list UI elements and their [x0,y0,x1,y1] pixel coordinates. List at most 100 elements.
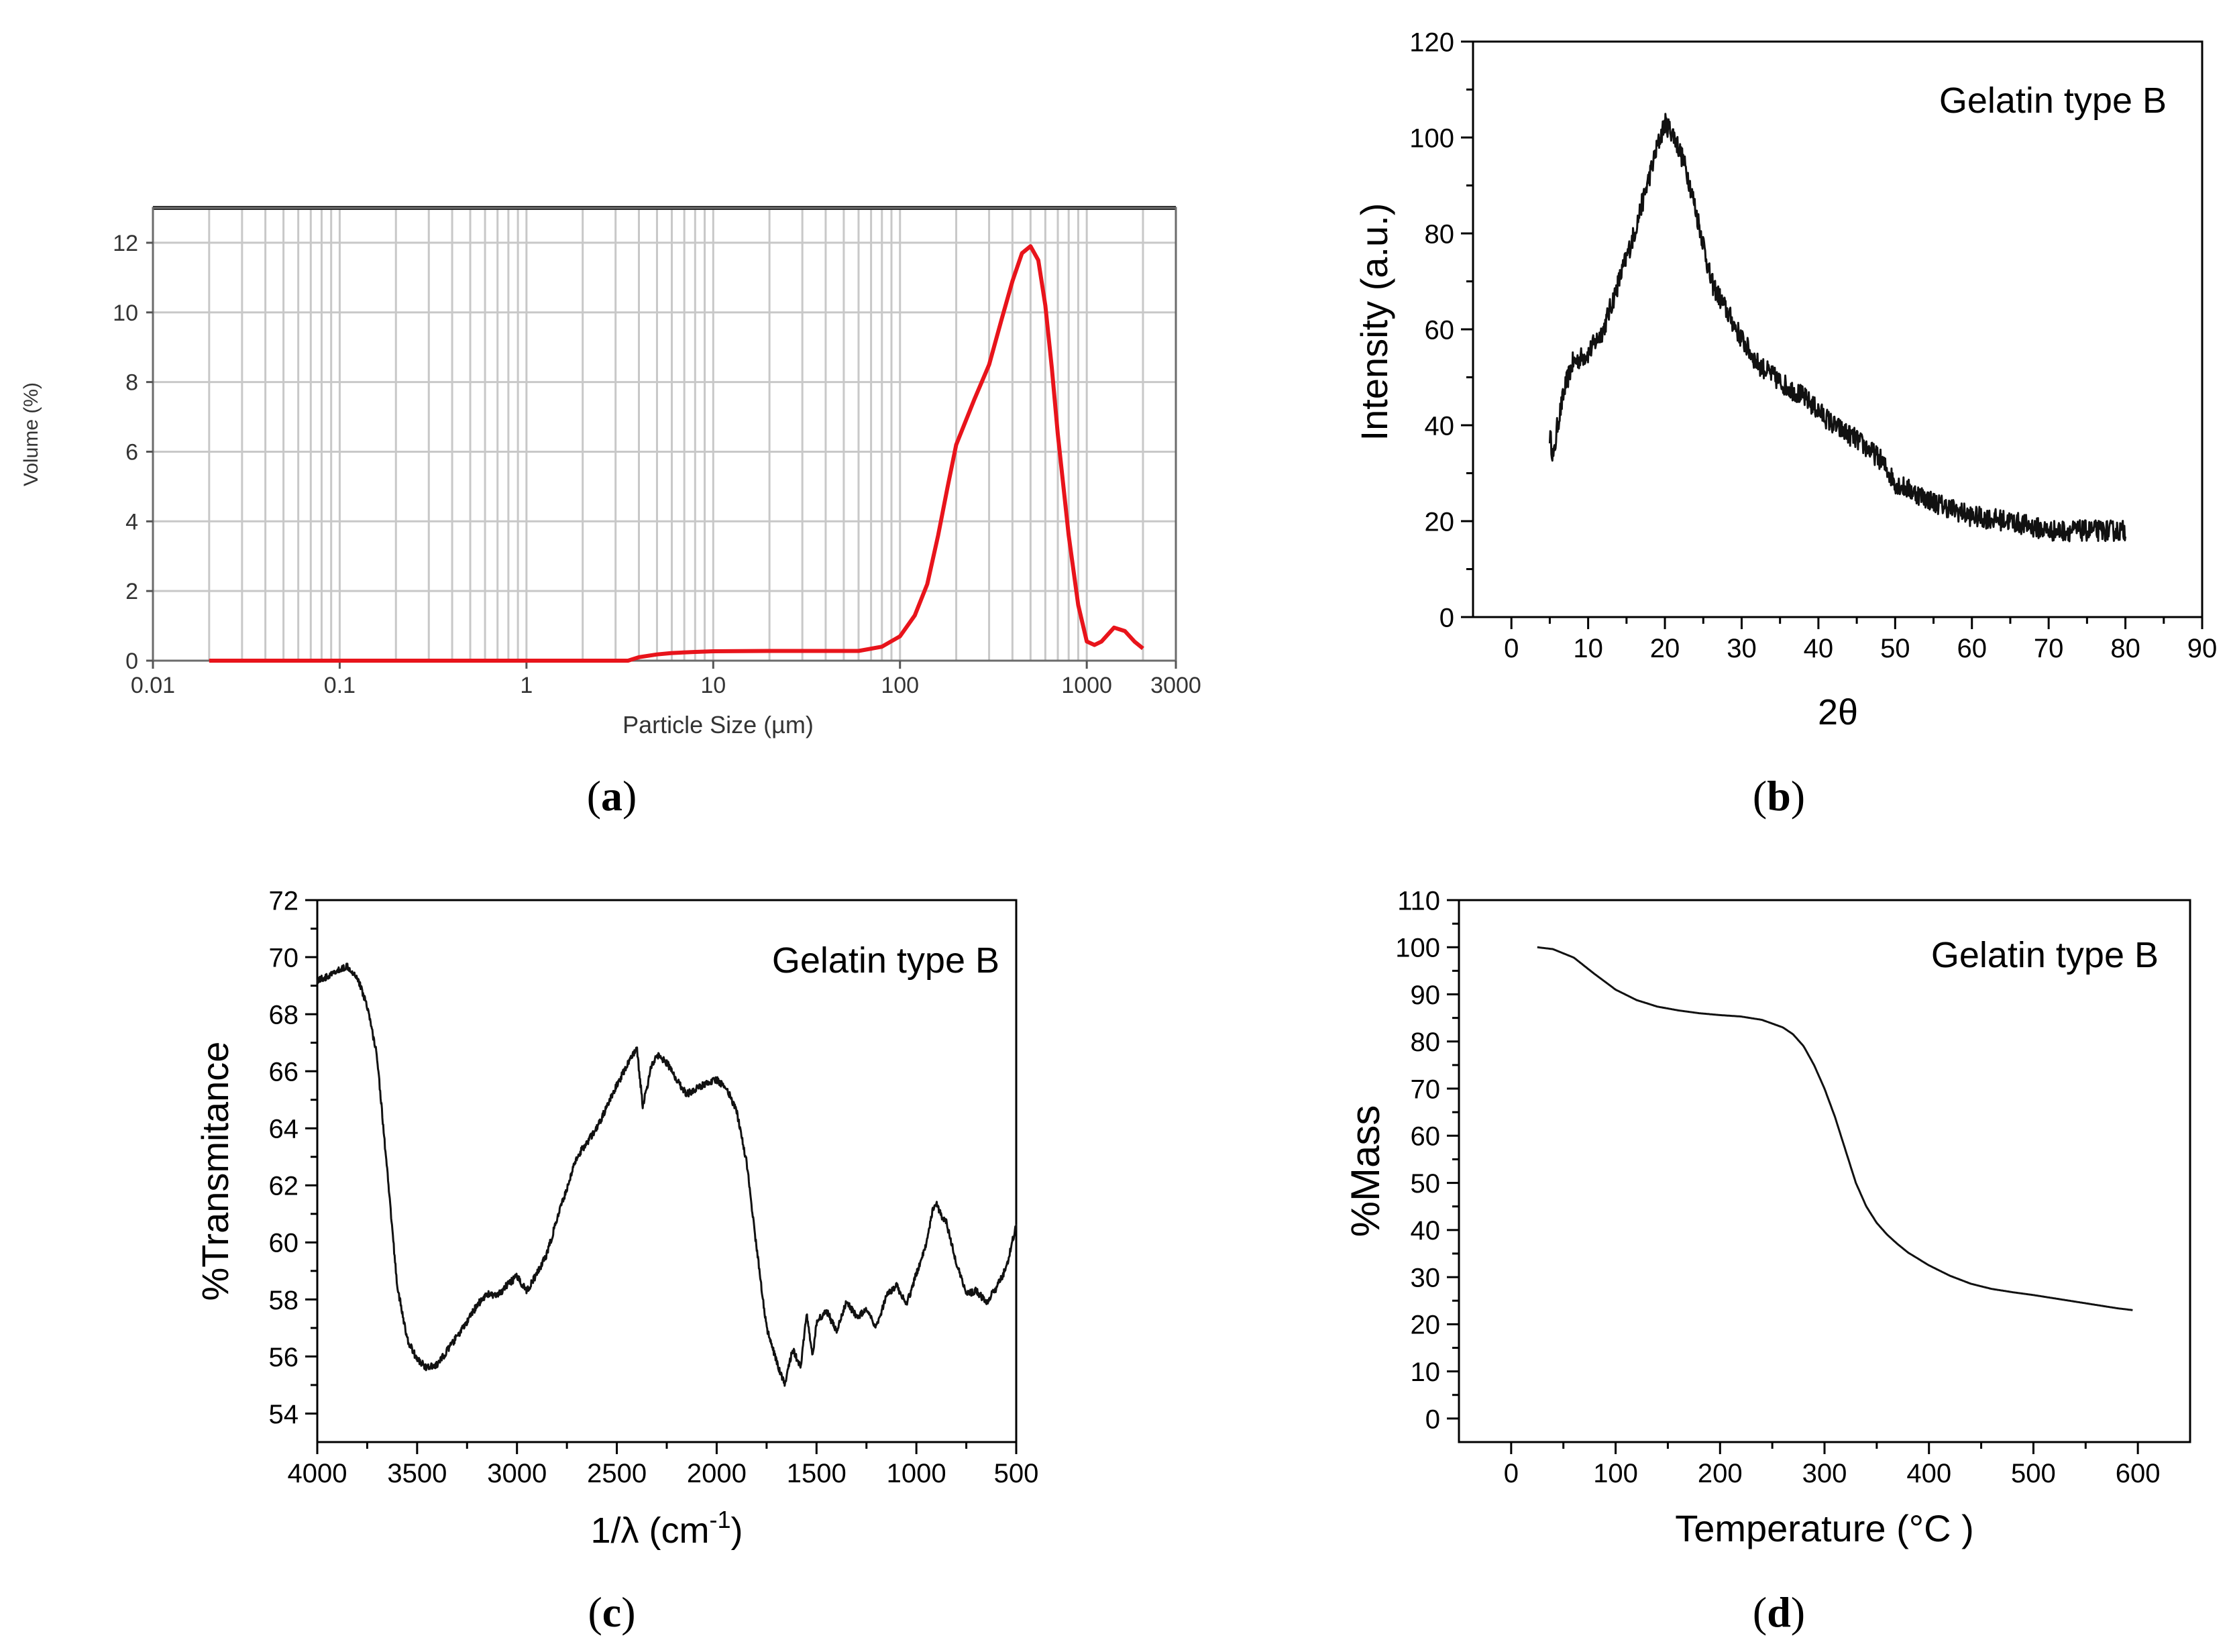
panel-d-ytick-label: 110 [1397,886,1440,916]
panel-b-ytick-label: 40 [1425,411,1455,441]
panel-b-xtick-label: 70 [2034,634,2064,663]
panel-a-xtick-label: 3000 [1150,673,1201,698]
panel-a-xtick-label: 1 [520,673,533,698]
panel-c-annotation: Gelatin type B [772,940,999,981]
panel-d-annotation: Gelatin type B [1931,935,2159,975]
panel-c-ytick-label: 54 [269,1400,299,1429]
panel-c-series [316,962,1018,1387]
panel-d-series-line [1537,946,2133,1311]
panel-b-caption-letter: b [1767,772,1791,820]
panel-d-ytick-label: 90 [1411,981,1441,1010]
panel-d-xtick-label: 200 [1698,1459,1743,1488]
panel-c-ytick-label: 66 [269,1058,299,1087]
panel-a-xtick-label: 100 [881,673,919,698]
panel-a-xtick-label: 1000 [1061,673,1112,698]
panel-c-ytick-label: 58 [269,1286,299,1315]
panel-a-caption: (a) [587,772,637,820]
panel-b-y-axis-label: Intensity (a.u.) [1353,203,1395,441]
panel-c-xtick-label: 4000 [288,1459,347,1488]
panel-b-caption: (b) [1753,772,1805,820]
panel-a-series-line [209,244,1144,663]
panel-c-chart: 54 56 58 60 62 64 66 68 70 72 4000 3500 3000 2500 2000… [194,886,1038,1551]
panel-c-ytick-label: 64 [269,1115,299,1144]
panel-c-ytick-label: 68 [269,1001,299,1030]
panel-c-xtick-label: 3500 [387,1459,447,1488]
panel-d-xtick-label: 300 [1802,1459,1847,1488]
panel-d-ytick-label: 10 [1411,1358,1441,1387]
panel-c-series-line [316,962,1018,1387]
panel-b-xtick-label: 90 [2187,634,2218,663]
panel-d-ytick-label: 70 [1411,1075,1441,1104]
panel-a-ytick-label: 10 [113,300,138,326]
panel-a-ytick-label: 6 [125,439,138,465]
panel-c-xtick-label: 500 [994,1459,1039,1488]
panel-c-ticks: 54 56 58 60 62 64 66 68 70 72 4000 3500 3000 2500 2000… [269,886,1039,1488]
panel-b-xtick-label: 30 [1727,634,1757,663]
panel-b-xtick-label: 50 [1880,634,1910,663]
panel-a-chart: 0 2 4 6 8 10 12 0.01 0.1 1 10 100 1000 3000 Particle … [20,206,1201,738]
panel-b-ticks: 0 20 40 60 80 100 120 0 10 20 30 40 50 60 70 80 90 [1409,27,2217,663]
panel-c-ytick-label: 56 [269,1343,299,1372]
panel-c-x-axis-label-sup: -1 [710,1506,731,1533]
panel-c-x-axis-label-main: 1/λ (cm [590,1510,709,1551]
panel-a-series [209,244,1144,663]
panel-b-ytick-label: 80 [1425,219,1455,249]
panel-a-ytick-label: 4 [125,509,138,535]
panel-d-ytick-label: 20 [1411,1311,1441,1340]
panel-b-xtick-label: 80 [2110,634,2140,663]
panel-a-ticks: 0 2 4 6 8 10 12 0.01 0.1 1 10 100 1000 3000 [113,231,1201,698]
panel-d-ticks: 0 10 20 30 40 50 60 70 80 90 100 110 0 100 200 300 400 50… [1395,886,2160,1488]
panel-b-ytick-label: 100 [1409,123,1454,153]
panel-d-xtick-label: 600 [2116,1459,2161,1488]
panel-b-xtick-label: 10 [1573,634,1603,663]
panel-a-ytick-label: 12 [113,231,138,256]
panel-b-xtick-label: 20 [1650,634,1680,663]
panel-a-caption-letter: a [601,772,622,820]
panel-c-caption: (c) [588,1588,635,1636]
panel-b-chart: 0 20 40 60 80 100 120 0 10 20 30 40 50 60 70 80 90 Gelat… [1353,27,2217,732]
panel-b-x-axis-label: 2θ [1818,692,1858,732]
panel-d-y-axis-label: %Mass [1343,1105,1388,1237]
panel-b-xtick-label: 40 [1804,634,1834,663]
panel-d-caption: (d) [1753,1588,1805,1636]
panel-b-ytick-label: 60 [1425,315,1455,345]
panel-b-series [1548,113,2127,543]
panel-d-ytick-label: 60 [1411,1122,1441,1152]
panel-c-ytick-label: 72 [269,886,299,916]
panel-c-xtick-label: 1000 [887,1459,946,1488]
panel-b-ytick-label: 20 [1425,507,1455,537]
panel-a-xtick-label: 10 [700,673,726,698]
panel-a-ytick-label: 8 [125,370,138,396]
panel-c-xtick-label: 2000 [687,1459,747,1488]
panel-d-ytick-label: 40 [1411,1216,1441,1246]
panel-d-ytick-label: 50 [1411,1169,1441,1199]
panel-d-xtick-label: 100 [1593,1459,1638,1488]
panel-c-x-axis-label-tail: ) [731,1510,743,1551]
panel-a-xtick-label: 0.01 [131,673,175,698]
panel-d-caption-letter: d [1767,1588,1791,1636]
panel-a-y-axis-label: Volume (%) [20,382,42,486]
panel-d-series [1537,946,2133,1311]
panel-b-series-line [1548,113,2127,543]
panel-c-ytick-label: 62 [269,1172,299,1201]
panel-c-ytick-label: 60 [269,1229,299,1258]
panel-d-xtick-label: 400 [1906,1459,1951,1488]
panel-c-caption-letter: c [602,1588,621,1636]
panel-c-xtick-label: 2500 [587,1459,647,1488]
panel-d-xtick-label: 500 [2011,1459,2056,1488]
panel-b-ytick-label: 120 [1409,27,1454,57]
panel-c-y-axis-label: %Transmitance [194,1042,236,1301]
panel-d-xtick-label: 0 [1504,1459,1519,1488]
panel-b-xtick-label: 60 [1957,634,1987,663]
panel-c-ytick-label: 70 [269,943,299,973]
panel-a-x-axis-label: Particle Size (µm) [622,711,814,738]
panel-b-ytick-label: 0 [1439,603,1454,632]
panel-d-ytick-label: 0 [1425,1405,1440,1434]
panel-d-chart: 0 10 20 30 40 50 60 70 80 90 100 110 0 100 200 300 400 50… [1343,886,2191,1549]
panel-c-xtick-label: 1500 [787,1459,847,1488]
panel-b-annotation: Gelatin type B [1939,80,2167,121]
panel-a-plot-frame [152,207,1177,662]
panel-d-ytick-label: 30 [1411,1263,1441,1292]
panel-a-ytick-label: 0 [125,649,138,674]
